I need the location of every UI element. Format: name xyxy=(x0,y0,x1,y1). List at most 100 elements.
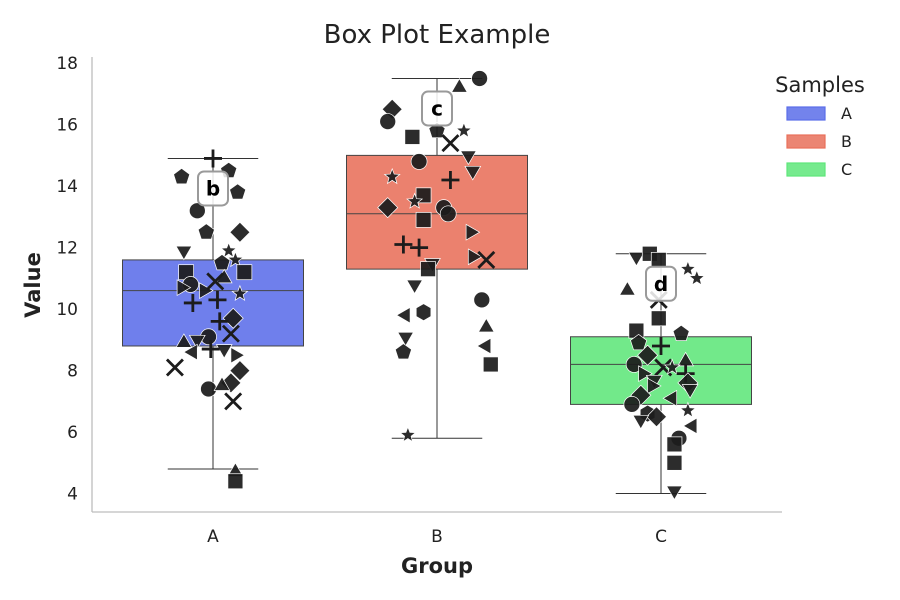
x-axis-label: Group xyxy=(401,554,473,578)
letter-text: b xyxy=(206,176,220,200)
y-tick-label: 4 xyxy=(67,485,78,505)
y-tick-labels: 4 6 8 10 12 14 16 18 xyxy=(56,54,78,504)
legend-label-B: B xyxy=(841,132,852,151)
data-point-plus xyxy=(210,312,229,331)
data-point-square xyxy=(404,129,421,145)
data-point-triangle_down xyxy=(406,279,424,295)
data-point-pentagon xyxy=(672,324,690,341)
data-point-star xyxy=(383,167,401,185)
legend-swatch-A xyxy=(786,106,826,121)
y-tick-label: 10 xyxy=(56,300,78,320)
data-point-triangle_down xyxy=(188,334,206,350)
legend-swatch-C xyxy=(786,162,826,177)
data-point-plus xyxy=(201,340,220,359)
y-tick-label: 8 xyxy=(67,362,78,382)
legend-title: Samples xyxy=(775,73,865,97)
data-point-triangle_down xyxy=(397,331,415,347)
letter-box xyxy=(421,90,453,127)
data-point-circle xyxy=(439,205,457,223)
x-tick-label: B xyxy=(431,527,443,547)
data-point-triangle_left xyxy=(183,343,198,361)
data-point-circle xyxy=(623,396,641,413)
legend-label-C: C xyxy=(841,160,852,179)
data-point-triangle_left xyxy=(395,306,411,324)
y-tick-label: 6 xyxy=(67,423,78,443)
data-point-triangle_right xyxy=(647,377,662,395)
data-point-triangle_up xyxy=(477,317,495,333)
data-point-square xyxy=(666,436,683,453)
data-point-x xyxy=(221,324,240,343)
data-point-plus xyxy=(394,235,413,254)
significance-letter-d: d xyxy=(645,265,677,302)
data-point-triangle_right xyxy=(176,279,192,297)
data-point-triangle_down xyxy=(459,150,477,166)
data-point-star xyxy=(455,121,473,139)
data-point-circle xyxy=(379,113,397,130)
data-point-square xyxy=(666,454,683,471)
y-tick-label: 18 xyxy=(56,54,78,74)
letter-labels-layer: b c d xyxy=(197,90,677,302)
data-point-star xyxy=(406,192,424,209)
data-point-triangle_down xyxy=(464,165,482,181)
chart-title: Box Plot Example xyxy=(324,20,551,50)
data-point-circle xyxy=(625,356,643,373)
letter-box xyxy=(645,265,677,302)
data-point-plus xyxy=(441,170,460,189)
data-point-circle xyxy=(410,153,428,170)
data-point-pentagon xyxy=(173,167,191,185)
data-point-triangle_down xyxy=(665,485,683,501)
data-point-triangle_right xyxy=(199,282,214,300)
data-point-triangle_left xyxy=(682,417,698,435)
y-tick-label: 12 xyxy=(56,239,78,259)
data-point-x xyxy=(206,272,225,291)
legend: Samples ABC xyxy=(775,73,865,179)
data-point-square xyxy=(227,473,244,490)
y-axis-label: Value xyxy=(21,252,45,318)
data-point-pentagon xyxy=(197,223,215,240)
data-point-diamond xyxy=(222,307,244,329)
data-point-x xyxy=(441,134,460,153)
data-point-square xyxy=(482,356,499,373)
axes xyxy=(91,57,782,513)
data-point-star xyxy=(663,358,681,375)
data-point-circle xyxy=(200,380,217,398)
letter-text: c xyxy=(431,97,443,121)
data-point-x xyxy=(224,392,243,411)
data-point-plus xyxy=(208,290,227,309)
data-point-triangle_right xyxy=(230,346,246,364)
y-tick-label: 16 xyxy=(56,116,78,136)
data-point-triangle_right xyxy=(638,365,653,383)
y-tick-label: 14 xyxy=(56,177,78,197)
data-point-triangle_right xyxy=(465,223,481,241)
data-point-triangle_down xyxy=(632,414,650,430)
letter-text: d xyxy=(654,272,668,296)
data-point-x xyxy=(477,250,496,269)
data-point-triangle_left xyxy=(476,337,492,355)
data-point-circle xyxy=(473,291,491,309)
letter-box xyxy=(197,170,229,207)
data-point-x xyxy=(165,358,184,377)
legend-label-A: A xyxy=(841,104,852,123)
data-point-diamond xyxy=(646,406,667,428)
data-point-square xyxy=(415,212,432,228)
data-point-diamond xyxy=(377,197,399,219)
data-point-triangle_down xyxy=(627,251,645,267)
data-point-star xyxy=(226,250,244,268)
data-point-circle xyxy=(188,202,206,220)
data-point-plus xyxy=(410,238,429,257)
significance-letter-b: b xyxy=(197,170,229,207)
data-point-hexagon xyxy=(415,303,432,322)
data-point-triangle_up xyxy=(213,376,231,391)
data-point-pentagon xyxy=(229,183,247,200)
data-point-triangle_down xyxy=(215,344,233,359)
data-point-diamond xyxy=(229,360,251,382)
x-tick-labels: A B C xyxy=(207,527,667,547)
x-tick-label: C xyxy=(655,527,667,547)
data-point-square xyxy=(236,264,253,281)
x-tick-label: A xyxy=(207,527,219,547)
points-layer xyxy=(165,70,706,501)
data-point-pentagon xyxy=(394,343,412,360)
data-point-plus xyxy=(204,149,222,168)
legend-swatch-B xyxy=(786,134,826,149)
data-point-triangle_down xyxy=(175,245,193,261)
